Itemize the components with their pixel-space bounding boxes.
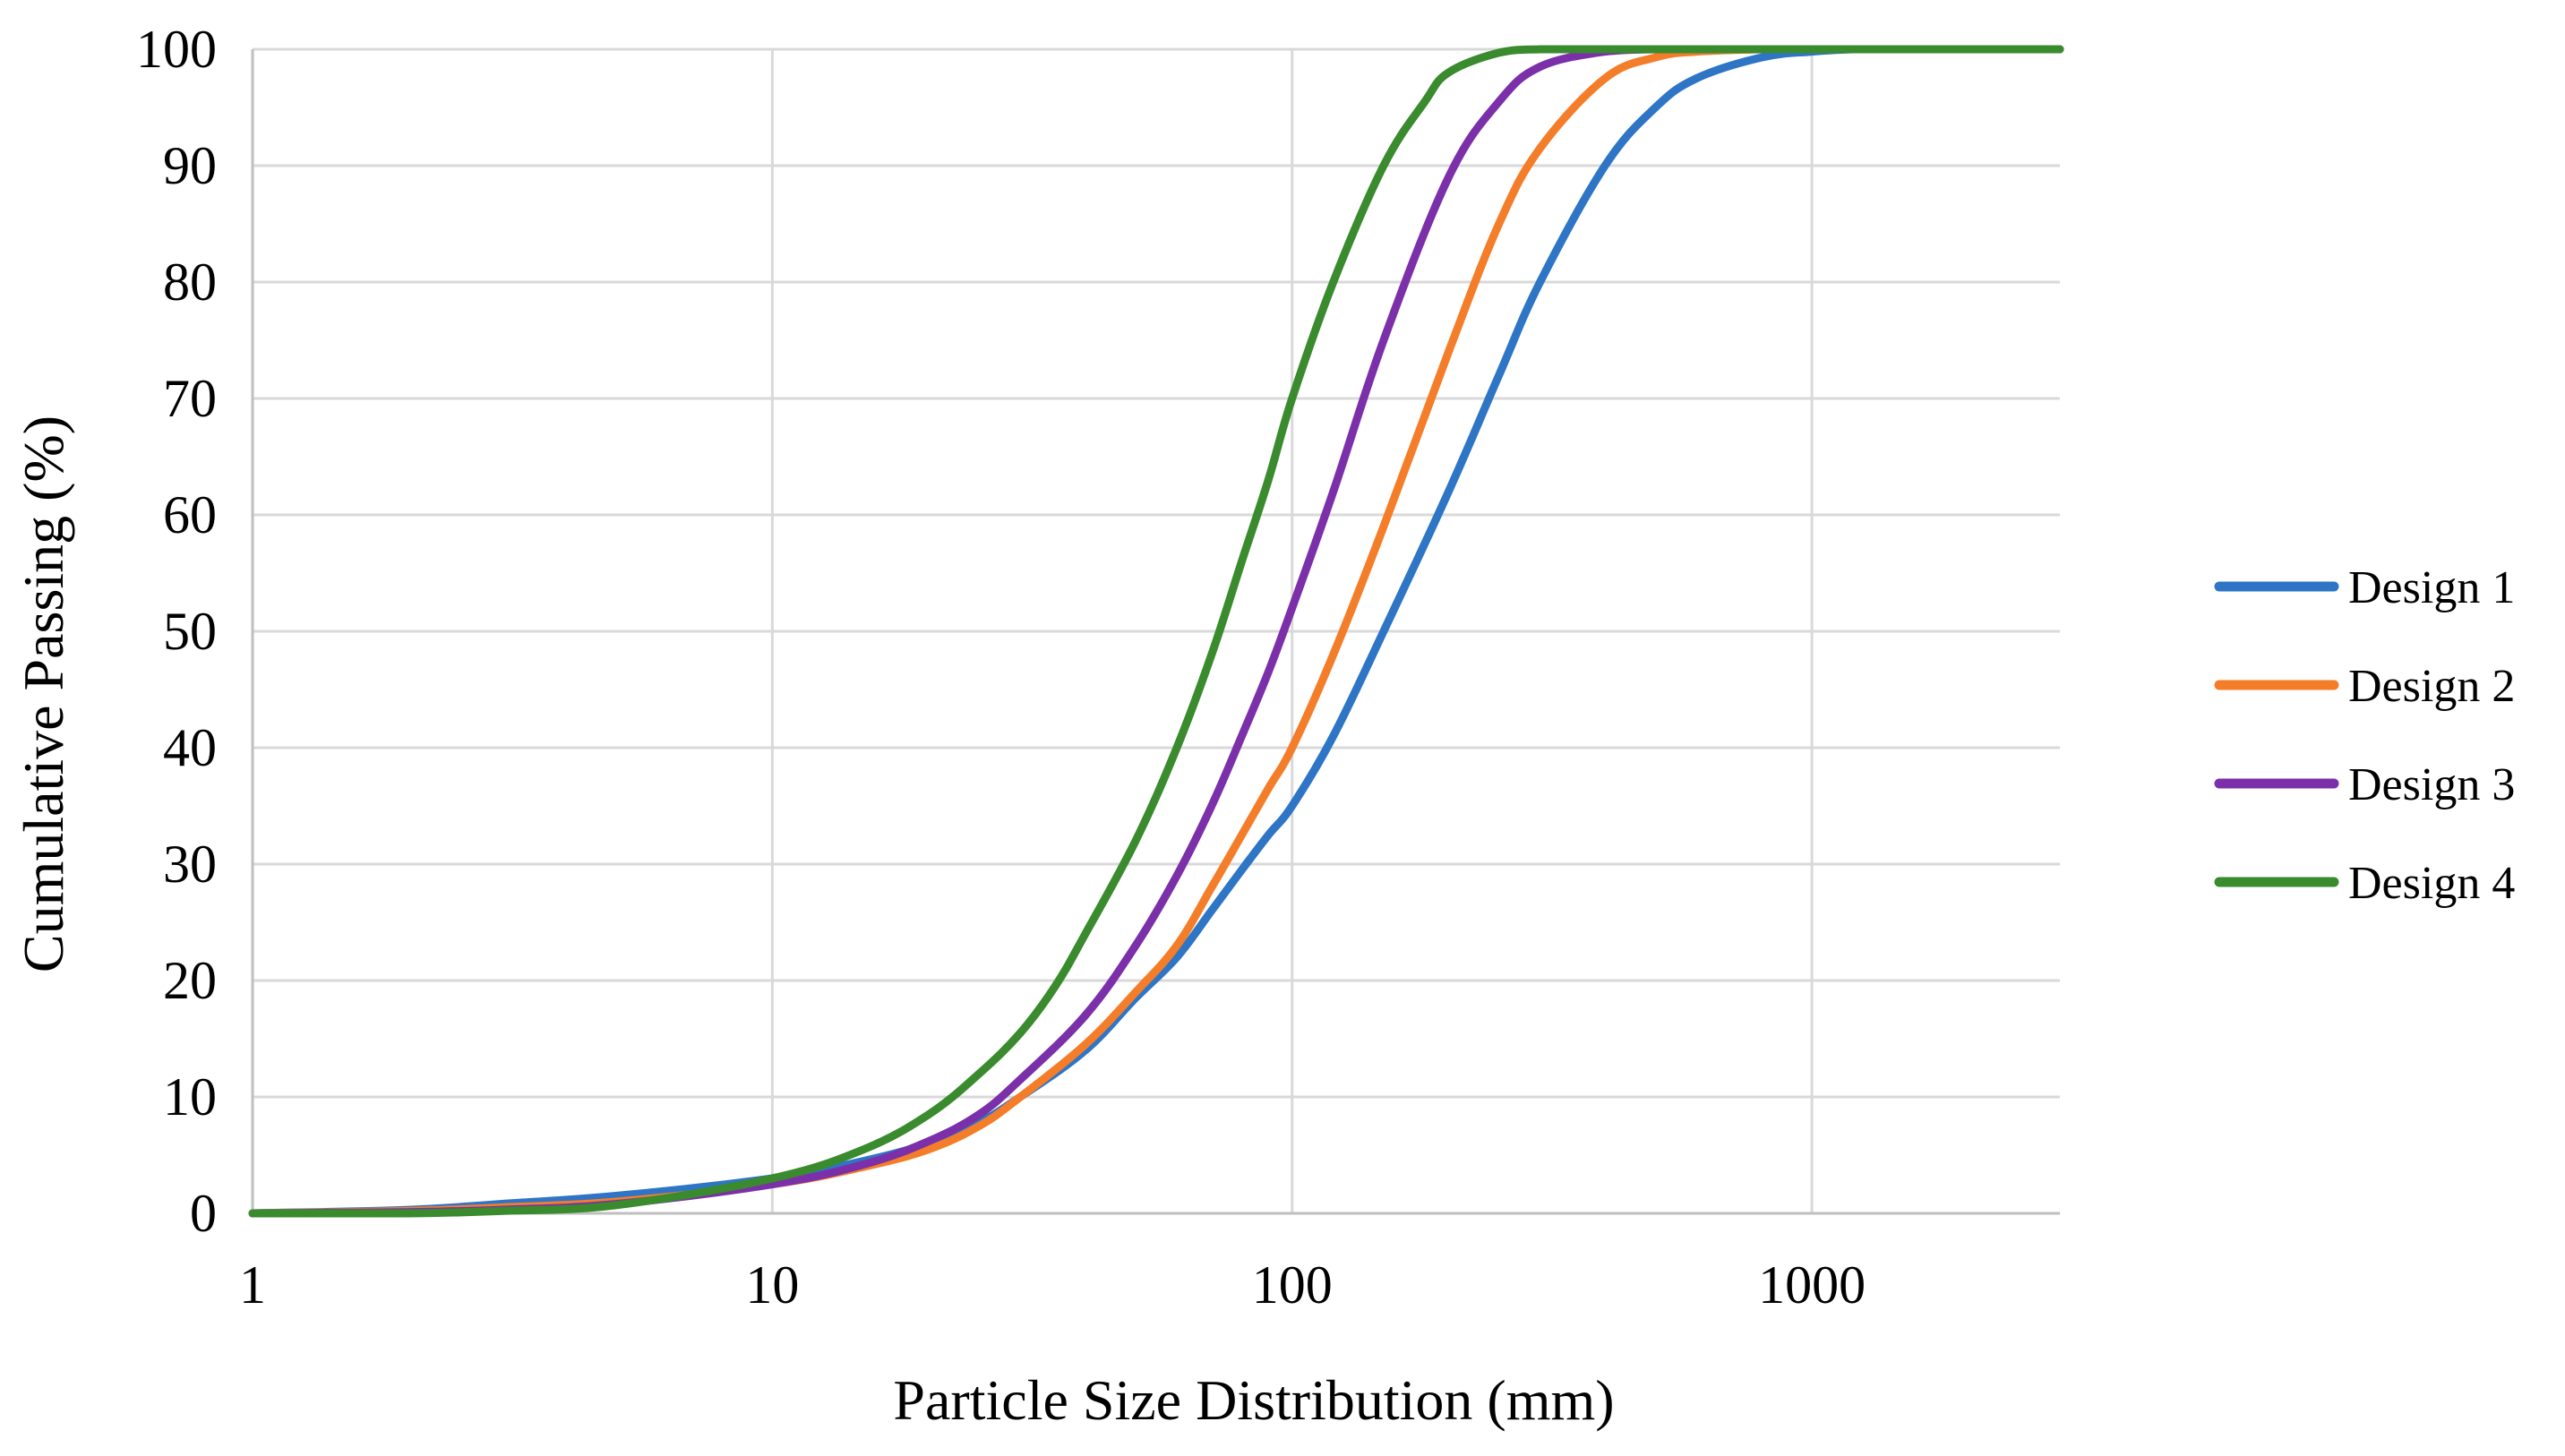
x-tick-labels: 1 10 100 1000 [239,1255,1866,1315]
y-tick-label: 20 [163,951,217,1010]
series-line-design-4 [248,45,2064,1218]
grid [253,47,2060,1213]
legend-label-design-3: Design 3 [2348,759,2515,810]
y-tick-label: 30 [163,835,217,894]
legend-label-design-1: Design 1 [2348,562,2515,613]
y-tick-label: 80 [163,253,217,312]
y-tick-label: 60 [163,485,217,544]
x-tick-label: 1 [239,1255,266,1315]
y-tick-labels: 0 10 20 30 40 50 60 70 80 90 100 [136,20,217,1243]
y-tick-label: 40 [163,718,217,777]
y-tick-label: 70 [163,369,217,428]
x-tick-label: 10 [745,1255,799,1315]
x-axis-title: Particle Size Distribution (mm) [893,1368,1614,1432]
legend: Design 1 Design 2 Design 3 Design 4 [2214,562,2515,909]
y-tick-label: 10 [163,1067,217,1126]
legend-label-design-4: Design 4 [2348,858,2515,909]
y-tick-label: 0 [190,1184,217,1243]
y-axis-title: Cumulative Passing (%) [12,415,75,972]
x-tick-label: 1000 [1758,1255,1866,1315]
x-tick-label: 100 [1252,1255,1333,1315]
y-tick-label: 50 [163,602,217,661]
legend-label-design-2: Design 2 [2348,661,2515,712]
y-tick-label: 90 [163,136,217,195]
y-tick-label: 100 [136,20,217,79]
series-lines [248,45,2064,1218]
